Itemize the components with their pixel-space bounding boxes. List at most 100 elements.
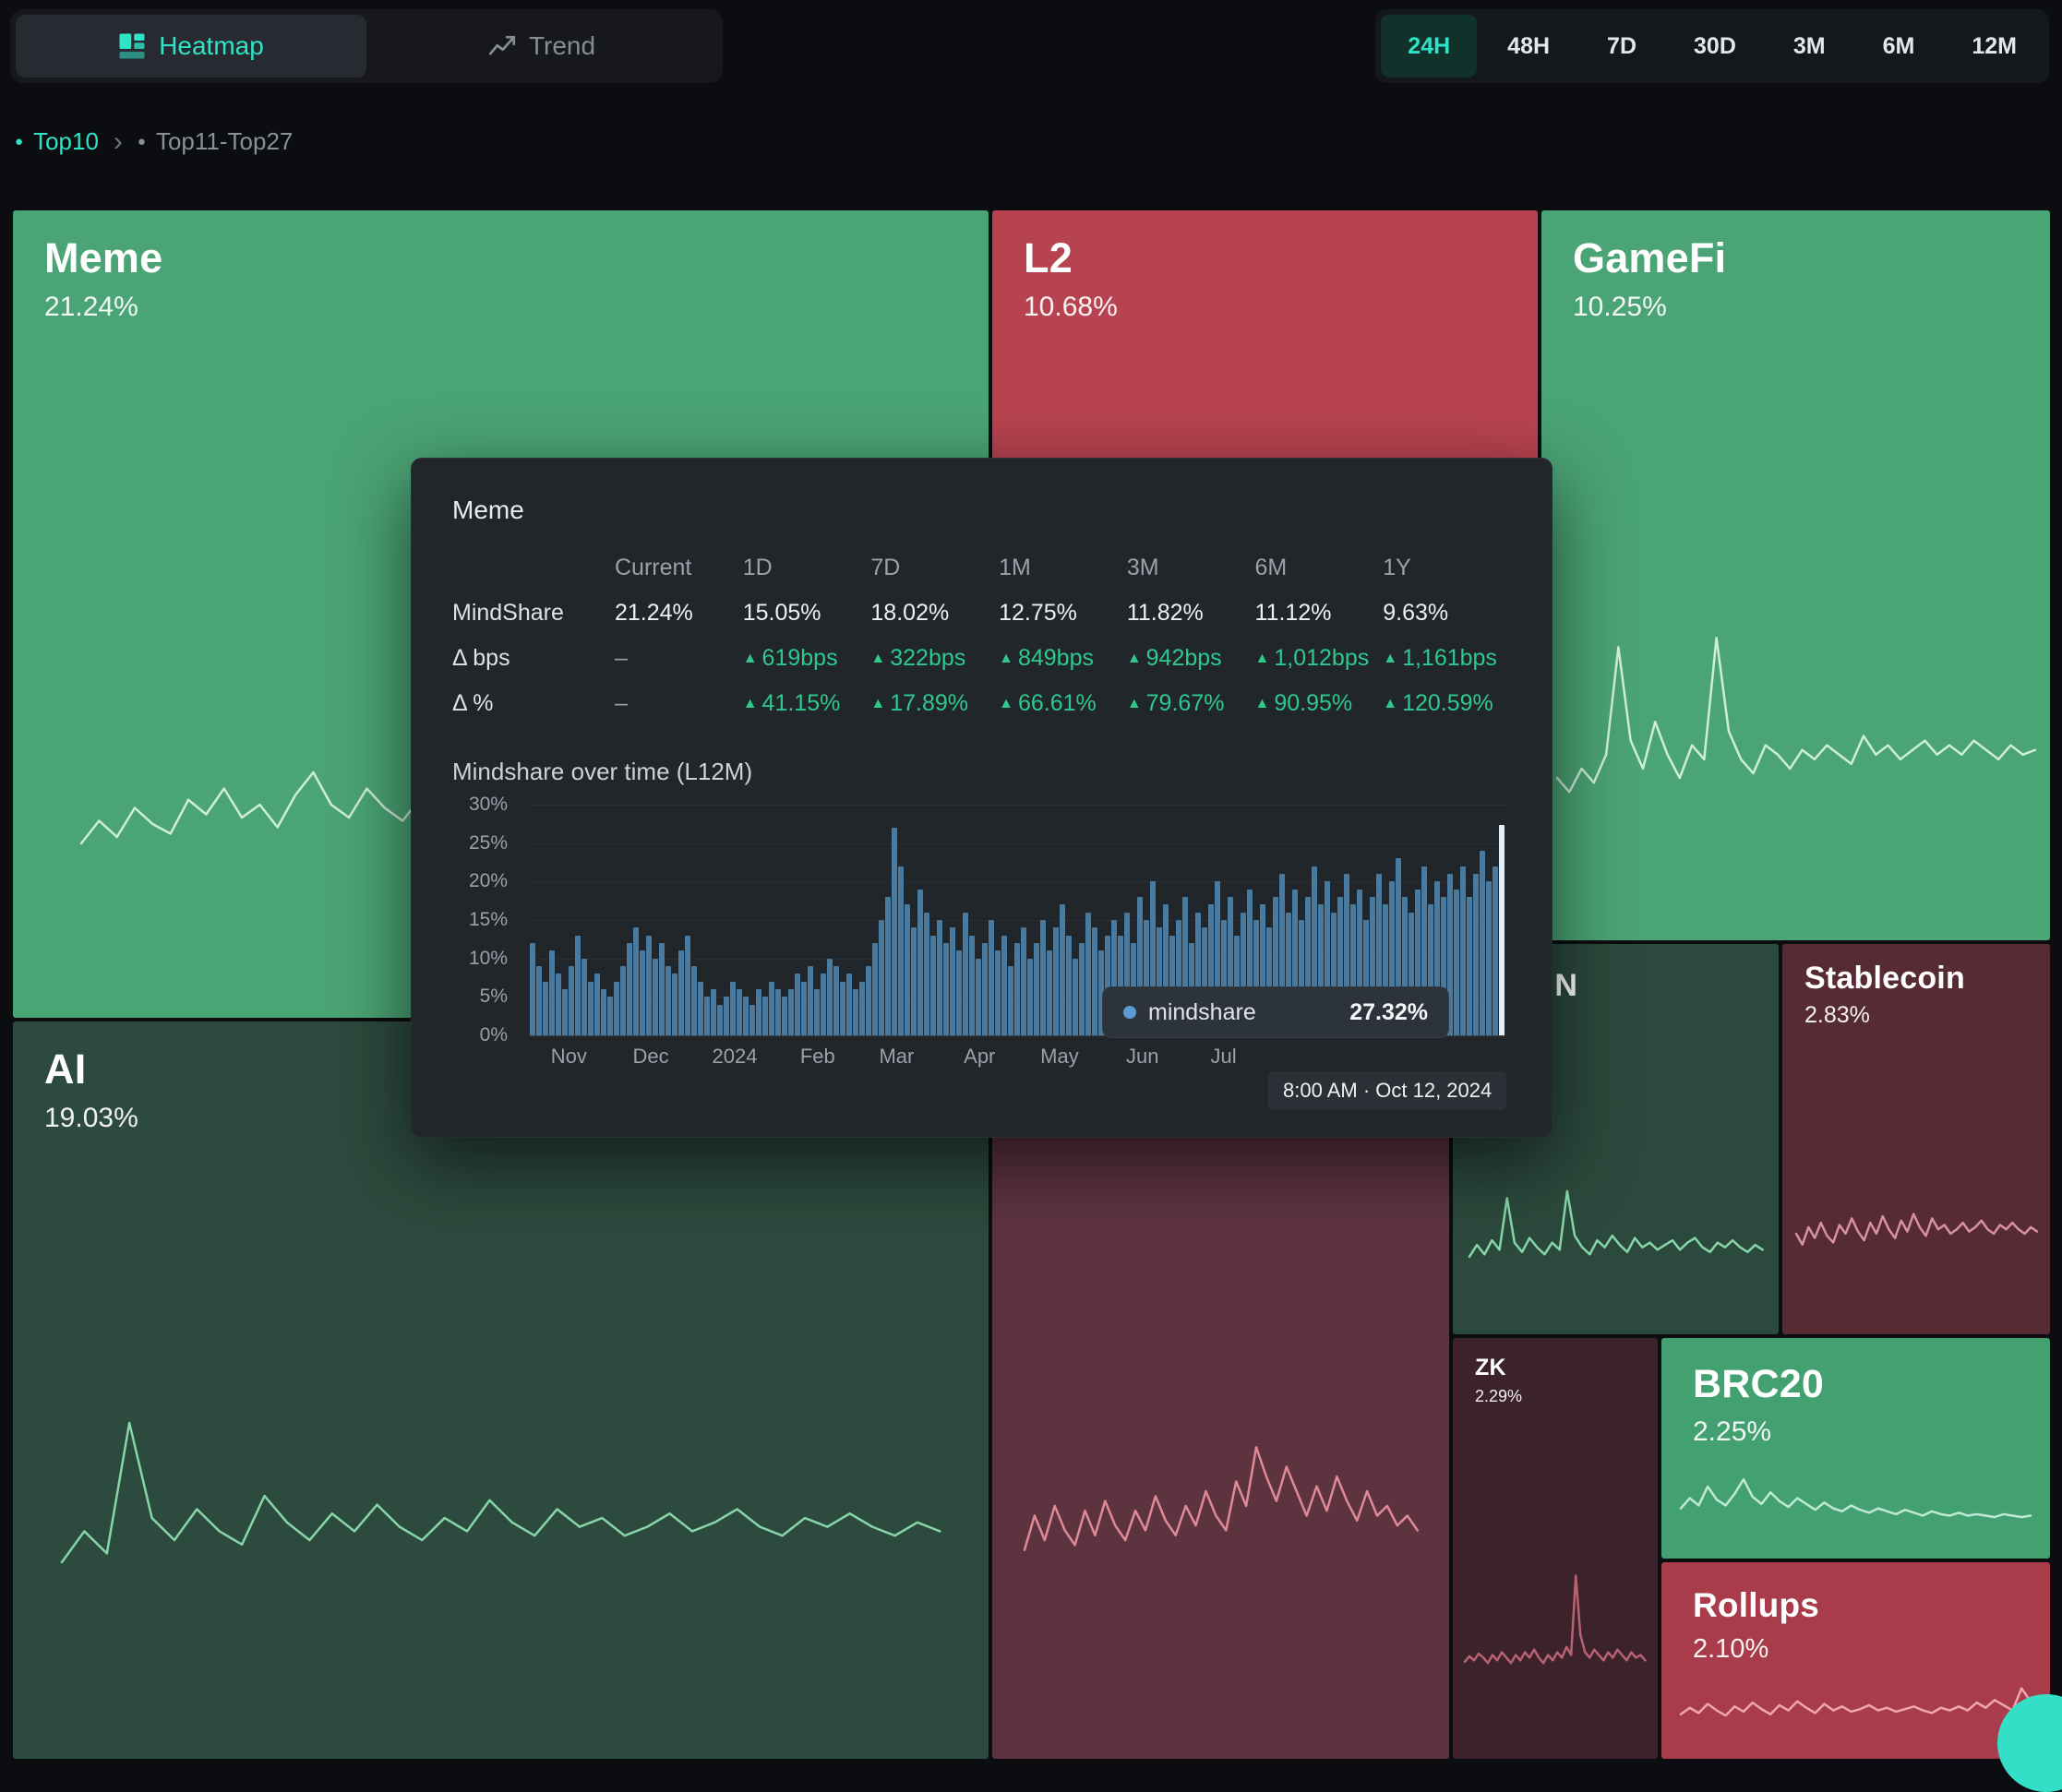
time-range-3m[interactable]: 3M xyxy=(1792,32,1826,59)
bar xyxy=(1428,904,1433,1035)
bar xyxy=(704,997,710,1035)
time-range-7d[interactable]: 7D xyxy=(1607,32,1637,59)
bar xyxy=(898,866,904,1035)
bar xyxy=(1266,927,1272,1035)
bar xyxy=(698,981,703,1035)
time-range-12m[interactable]: 12M xyxy=(1972,32,2017,59)
y-tick-label: 10% xyxy=(468,947,508,969)
table-cell: ▲ 849bps xyxy=(999,645,1094,671)
bar xyxy=(872,943,878,1035)
bar xyxy=(1486,881,1492,1035)
bar xyxy=(1105,935,1110,1035)
bar xyxy=(1182,897,1188,1035)
tile-brc20[interactable]: BRC20 2.25% xyxy=(1661,1338,2050,1559)
bar xyxy=(1460,866,1466,1035)
bar xyxy=(588,981,593,1035)
bar xyxy=(1001,935,1007,1035)
tile-gamefi[interactable]: GameFi 10.25% xyxy=(1541,210,2050,940)
gridline xyxy=(530,805,1505,806)
bar xyxy=(782,997,787,1035)
bar xyxy=(556,974,561,1035)
time-range-selector: 24H 48H 7D 30D 3M 6M 12M xyxy=(1375,9,2049,83)
tile-share: 10.68% xyxy=(1024,292,1118,322)
up-triangle-icon: ▲ xyxy=(870,651,886,666)
bar xyxy=(911,927,917,1035)
sparkline xyxy=(1681,1459,2031,1532)
bar xyxy=(1202,927,1207,1035)
breadcrumb-item-top11-top27[interactable]: ● Top11-Top27 xyxy=(138,127,293,156)
bar xyxy=(1241,912,1246,1035)
bar xyxy=(762,997,768,1035)
up-triangle-icon: ▲ xyxy=(870,696,886,711)
x-tick-label: Mar xyxy=(879,1045,915,1068)
x-tick-label: Jun xyxy=(1126,1045,1159,1068)
bar xyxy=(1331,912,1337,1035)
bar xyxy=(743,997,749,1035)
bar xyxy=(963,912,968,1035)
up-triangle-icon: ▲ xyxy=(1126,651,1142,666)
bar xyxy=(1008,966,1013,1035)
time-range-24h[interactable]: 24H xyxy=(1381,15,1478,78)
bar xyxy=(1337,897,1343,1035)
bar xyxy=(717,1004,723,1035)
tile-rollups[interactable]: Rollups 2.10% xyxy=(1661,1562,2050,1759)
view-tab-trend[interactable]: Trend xyxy=(366,15,717,78)
x-tick-label: Apr xyxy=(964,1045,996,1068)
bar xyxy=(1421,866,1427,1035)
row-label: MindShare xyxy=(452,600,564,626)
breadcrumb-item-top10[interactable]: ● Top10 xyxy=(15,127,99,156)
bar xyxy=(627,943,632,1035)
series-value: 27.32% xyxy=(1349,998,1428,1025)
bar xyxy=(1092,927,1097,1035)
bar xyxy=(594,974,600,1035)
tile-share: 2.29% xyxy=(1475,1387,1523,1405)
bar xyxy=(892,828,897,1035)
bar xyxy=(1292,889,1298,1035)
chart-x-axis: Nov Dec 2024 Feb Mar Apr May Jun Jul xyxy=(530,1039,1505,1069)
table-cell: 11.82% xyxy=(1126,600,1204,626)
tile-stablecoin[interactable]: Stablecoin 2.83% xyxy=(1782,944,2050,1334)
bar xyxy=(1467,897,1472,1035)
up-triangle-icon: ▲ xyxy=(1254,696,1270,711)
up-triangle-icon: ▲ xyxy=(999,651,1013,666)
bar xyxy=(976,958,981,1035)
bar xyxy=(1053,927,1059,1035)
bullet-icon: ● xyxy=(137,134,146,149)
bar xyxy=(1389,881,1395,1035)
y-tick-label: 30% xyxy=(468,794,508,815)
bar xyxy=(1118,935,1123,1035)
bar xyxy=(1014,943,1020,1035)
time-range-6m[interactable]: 6M xyxy=(1882,32,1915,59)
bar xyxy=(1396,858,1401,1035)
table-cell: 15.05% xyxy=(742,600,821,626)
tile-ai[interactable]: AI 19.03% xyxy=(13,1021,989,1759)
tile-name: GameFi xyxy=(1573,234,1727,281)
time-range-48h[interactable]: 48H xyxy=(1507,32,1551,59)
bar xyxy=(840,981,845,1035)
x-tick-label: Dec xyxy=(632,1045,669,1068)
row-label: Δ bps xyxy=(452,645,510,671)
bar xyxy=(1060,904,1065,1035)
tile-share: 19.03% xyxy=(44,1103,138,1133)
breadcrumb: ● Top10 › ● Top11-Top27 xyxy=(15,127,293,156)
tile-share: 2.83% xyxy=(1804,1002,1870,1028)
up-triangle-icon: ▲ xyxy=(742,696,758,711)
time-range-30d[interactable]: 30D xyxy=(1694,32,1736,59)
bar xyxy=(691,966,697,1035)
hovered-bar xyxy=(1499,825,1505,1035)
table-row: Δ % – ▲ 41.15% ▲ 17.89% ▲ 66.61% ▲ 79.67% ▲ 90.95% ▲… xyxy=(452,681,1511,726)
bar xyxy=(1305,897,1311,1035)
sparkline xyxy=(1469,1170,1763,1287)
tile-zk[interactable]: ZK 2.29% xyxy=(1453,1338,1658,1759)
column-header: Current xyxy=(615,555,692,580)
bar xyxy=(1376,874,1382,1035)
bar xyxy=(1318,904,1324,1035)
bar xyxy=(1098,950,1104,1035)
bar xyxy=(1273,897,1278,1035)
up-triangle-icon: ▲ xyxy=(1254,651,1270,666)
heatmap-icon xyxy=(118,32,146,60)
bar xyxy=(724,997,729,1035)
view-tab-heatmap[interactable]: Heatmap xyxy=(16,15,366,78)
bar xyxy=(1221,920,1227,1035)
bar xyxy=(601,989,606,1035)
